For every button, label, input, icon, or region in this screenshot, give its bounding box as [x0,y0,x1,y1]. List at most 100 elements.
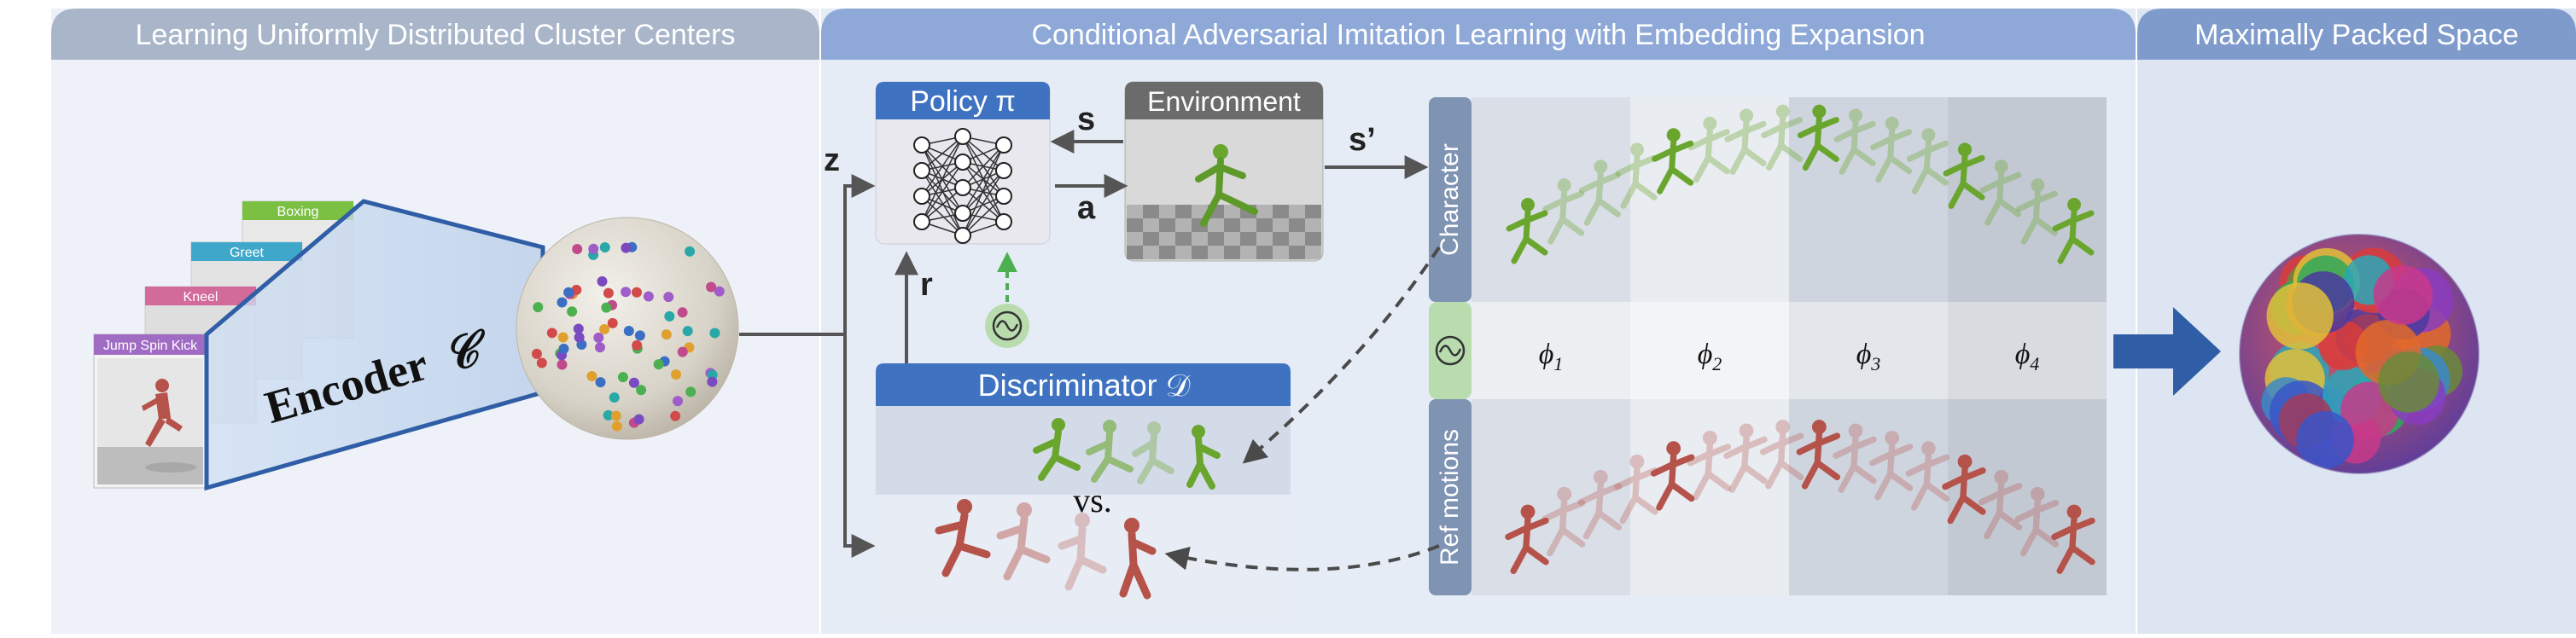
character-motion-arc [1506,104,2095,264]
pose-figure [1833,423,1877,493]
pose-figure [1979,160,2022,226]
cluster-center-dot [558,343,569,354]
cluster-center-dot [557,359,568,370]
pose-figure [1723,423,1768,493]
signal-a: a [1077,190,1096,226]
cluster-center-dot [603,409,614,420]
cluster-center-dot [536,357,547,368]
cluster-center-dot [661,329,672,340]
pose-figure [1833,108,1876,175]
pose-figure [1943,142,1985,209]
motion-card-label: Jump Spin Kick [103,339,198,353]
pose-figure [1652,128,1694,194]
motion-card-label: Boxing [277,205,319,219]
neuron-node [995,136,1012,154]
discriminator-character-figures [1033,418,1221,490]
cluster-center-dot [623,326,634,337]
cluster-center-dot [597,276,608,287]
pose-figure [1505,504,1549,574]
phase-label-3: ϕ3 [1856,339,1881,374]
pose-figure [1506,198,1548,264]
discriminator-label: Discriminator 𝒟 [978,368,1191,403]
neuron-node [995,213,1012,230]
cluster-center-dot [664,310,675,322]
cluster-center-dot [611,420,622,432]
pose-figure [1687,116,1730,183]
sinusoid-node [985,304,1029,348]
cluster-center-dot [677,307,688,318]
cluster-center-dot [601,302,612,313]
cluster-center-dot [603,287,614,299]
cluster-center-dot [682,326,693,337]
pose-figure [1577,469,1623,540]
cluster-center-dot [557,297,568,308]
cluster-center-dots [531,241,725,432]
neuron-node [913,213,930,230]
cluster-center-dot [632,339,643,351]
motion-card-label: Kneel [184,290,219,304]
pose-figure [1542,178,1585,245]
cluster-center-dot [621,242,632,253]
pose-figure [1759,420,1804,490]
cluster-center-dot [533,302,544,313]
character-strip-label: Character [1436,143,1464,256]
packed-space-patches [2261,247,2463,469]
motion-card-label: Greet [230,246,265,260]
policy-label: Policy π [910,85,1016,118]
neuron-node [913,136,930,154]
cluster-center-dot [573,323,584,334]
neuron-node [954,179,971,196]
cluster-center-dot [707,376,718,387]
neuron-node [954,227,971,244]
versus-label: vs. [1073,481,1112,519]
pose-figure [2051,504,2095,574]
pose-figure [1724,108,1767,175]
reference-to-discriminator-arrow [1164,544,1440,571]
neuron-node [995,162,1012,179]
cluster-center-dot [610,410,621,421]
pose-figure [1942,454,1986,525]
pose-figure [1541,486,1586,557]
cluster-center-dot [653,359,664,370]
neuron-node [913,188,930,205]
reference-motion-arc [1505,420,2095,574]
neuron-node [954,205,971,222]
cluster-center-dot [633,414,644,425]
cluster-center-dot [567,306,578,317]
z-connector-line-lower [843,334,876,558]
cluster-center-dot [607,317,618,328]
pose-figure [1687,430,1732,501]
pose-figure [1796,420,1841,490]
pose-figure [1614,454,1658,525]
pose-figure [1868,430,1914,501]
cluster-center-dot [557,332,568,343]
neuron-node [954,154,971,171]
cluster-center-dot [621,287,632,298]
left-panel-header [51,9,819,60]
middle-panel-title: Conditional Adversarial Imitation Learni… [1031,19,1925,51]
pose-figure [2052,198,2095,264]
pose-figure [2015,178,2058,245]
packed-region-patch [2266,282,2334,350]
cluster-center-dot [670,410,681,421]
motion-card-jump-spin-kick: Jump Spin Kick [93,334,207,489]
neuron-node [995,188,1012,205]
cluster-center-dot [572,243,583,254]
environment-character-figure [1195,144,1258,227]
cluster-center-dot [685,386,696,397]
cluster-center-dot [563,287,574,298]
expansion-arrow [2113,307,2221,396]
cluster-center-dot [631,287,642,298]
policy-module: Policy π [875,81,1051,245]
z-connector-line [739,174,876,336]
cluster-center-sphere [516,217,739,440]
cluster-center-dot [595,377,606,388]
environment-label: Environment [1147,86,1301,117]
packed-region-patch [2373,265,2433,325]
cluster-center-dot [685,246,696,257]
cluster-center-dot [714,286,725,297]
discriminator-reference-figures [935,499,1157,600]
cluster-center-dot [609,392,620,403]
pose-figure [1761,104,1804,171]
signal-z: z [824,142,840,178]
